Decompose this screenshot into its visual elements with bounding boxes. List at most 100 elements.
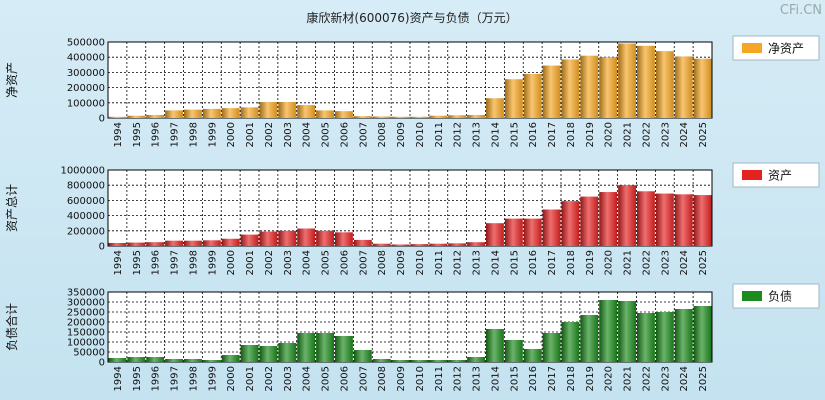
y-tick-label: 1000000 (60, 166, 105, 177)
y-tick-label: 350000 (67, 288, 105, 299)
x-tick-label: 1999 (207, 366, 218, 391)
x-tick-label: 2023 (660, 122, 671, 147)
bar-total-assets-2001 (240, 234, 259, 246)
y-axis-title: 净资产 (5, 62, 19, 98)
x-tick-label: 2016 (528, 366, 539, 391)
bar-liabilities-2013 (467, 357, 485, 362)
x-tick-label: 2004 (302, 250, 313, 275)
y-tick-label: 100000 (67, 338, 105, 349)
bar-net-assets-2010 (410, 116, 429, 118)
bar-liabilities-2021 (618, 301, 636, 362)
y-tick-label: 200000 (67, 226, 105, 237)
x-tick-label: 2018 (566, 250, 577, 275)
x-tick-label: 2017 (547, 366, 558, 391)
bar-liabilities-2007 (353, 350, 372, 362)
x-tick-label: 1994 (113, 122, 124, 147)
bar-total-assets-1998 (184, 240, 202, 246)
x-tick-label: 2015 (509, 122, 520, 147)
bar-total-assets-2014 (486, 223, 504, 246)
bar-total-assets-2025 (693, 195, 712, 246)
x-tick-label: 1996 (151, 122, 162, 147)
x-tick-label: 1996 (151, 250, 162, 275)
bar-net-assets-2020 (599, 57, 618, 118)
x-tick-label: 2001 (245, 366, 256, 391)
bar-liabilities-2005 (316, 333, 334, 362)
bar-net-assets-1998 (184, 109, 202, 118)
x-tick-label: 2009 (396, 250, 407, 275)
bar-net-assets-2013 (467, 114, 485, 118)
x-tick-label: 1994 (113, 250, 124, 275)
bar-total-assets-2022 (637, 191, 655, 246)
x-tick-label: 2023 (660, 366, 671, 391)
bar-liabilities-2010 (410, 360, 429, 362)
x-tick-label: 2002 (264, 366, 275, 391)
x-tick-label: 1999 (207, 250, 218, 275)
x-tick-label: 1997 (170, 250, 181, 275)
bar-net-assets-2002 (259, 102, 278, 118)
x-tick-label: 2000 (226, 122, 237, 147)
bar-liabilities-2009 (391, 360, 410, 362)
bar-liabilities-1999 (202, 360, 221, 362)
x-tick-label: 2013 (472, 250, 483, 275)
x-tick-label: 2007 (358, 122, 369, 147)
x-tick-label: 2007 (358, 366, 369, 391)
y-tick-label: 400000 (67, 53, 105, 64)
bar-total-assets-2011 (429, 243, 448, 246)
bar-net-assets-2016 (523, 73, 542, 118)
bar-total-assets-2015 (504, 218, 523, 246)
y-axis-title: 资产总计 (5, 184, 19, 232)
y-tick-label: 50000 (73, 348, 105, 359)
x-tick-label: 2002 (264, 250, 275, 275)
bar-net-assets-2018 (561, 59, 580, 118)
bar-liabilities-2000 (221, 355, 240, 362)
x-tick-label: 1996 (151, 366, 162, 391)
x-tick-label: 2010 (415, 250, 426, 275)
bar-net-assets-2007 (353, 116, 372, 118)
bar-liabilities-2023 (655, 312, 674, 362)
x-tick-label: 2025 (698, 122, 709, 147)
bar-net-assets-1999 (202, 108, 221, 118)
bar-net-assets-2001 (240, 107, 259, 118)
y-tick-label: 200000 (67, 318, 105, 329)
x-tick-label: 2010 (415, 122, 426, 147)
x-tick-label: 2011 (434, 250, 445, 275)
x-tick-label: 2005 (321, 250, 332, 275)
bar-liabilities-2008 (372, 359, 391, 362)
x-tick-label: 1997 (170, 122, 181, 147)
x-tick-label: 2010 (415, 366, 426, 391)
chart-panel-liabilities: 0500001000001500002000002500003000003500… (4, 283, 820, 391)
x-tick-label: 2013 (472, 366, 483, 391)
legend-swatch (742, 43, 762, 53)
x-tick-label: 2017 (547, 122, 558, 147)
bar-total-assets-2000 (221, 238, 240, 246)
bar-liabilities-2015 (504, 340, 523, 362)
chart-panel-net-assets: 0 100000 200000 300000 400000 500000 1994 1995 1… (5, 35, 820, 147)
bar-total-assets-2003 (278, 230, 297, 246)
bar-total-assets-2005 (316, 230, 334, 246)
x-tick-label: 2001 (245, 250, 256, 275)
bar-liabilities-1998 (184, 359, 202, 362)
x-tick-label: 2008 (377, 250, 388, 275)
x-tick-label: 2021 (623, 366, 634, 391)
bar-liabilities-2004 (297, 333, 316, 362)
bar-liabilities-2012 (448, 360, 467, 362)
bar-net-assets-2022 (637, 45, 655, 118)
x-tick-label: 2003 (283, 250, 294, 275)
bar-net-assets-2005 (316, 110, 334, 118)
y-tick-label: 300000 (67, 68, 105, 79)
x-tick-label: 2014 (490, 250, 501, 275)
bar-total-assets-1997 (165, 240, 183, 246)
x-tick-label: 2023 (660, 250, 671, 275)
bar-liabilities-2017 (542, 333, 561, 362)
bar-liabilities-1996 (146, 357, 165, 362)
bar-total-assets-2008 (372, 243, 391, 246)
y-tick-label: 300000 (67, 298, 105, 309)
bar-liabilities-2006 (335, 336, 353, 362)
bar-total-assets-2002 (259, 231, 278, 246)
legend-label: 净资产 (768, 42, 804, 56)
bar-net-assets-1995 (127, 115, 146, 118)
x-tick-label: 2005 (321, 366, 332, 391)
bar-liabilities-2002 (259, 346, 278, 362)
x-tick-label: 2003 (283, 122, 294, 147)
